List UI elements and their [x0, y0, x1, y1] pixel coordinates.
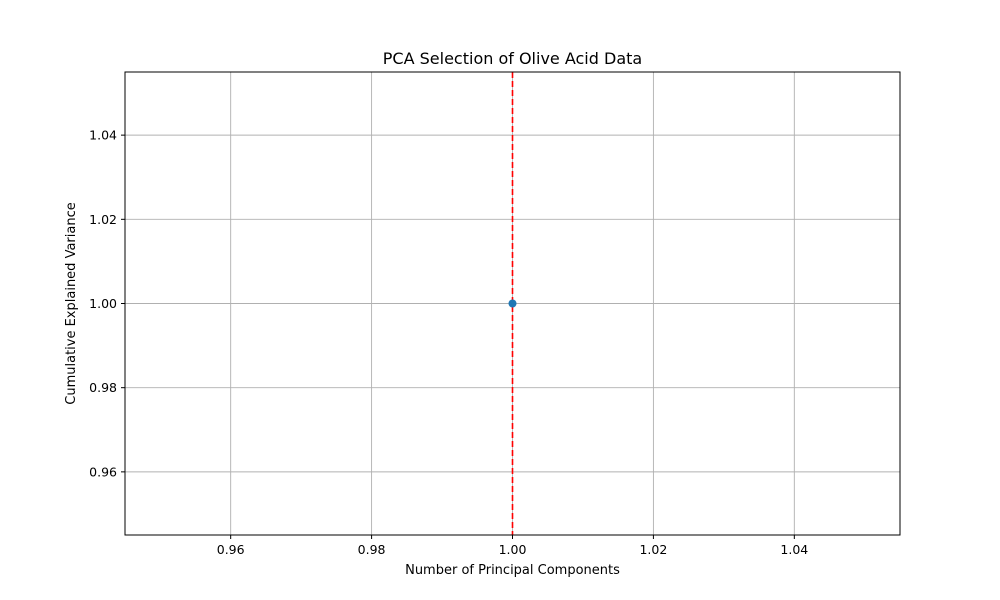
y-tick-label: 1.04: [89, 128, 117, 143]
y-tick-label: 1.02: [89, 212, 117, 227]
x-axis-label: Number of Principal Components: [405, 563, 620, 578]
data-point: [508, 299, 517, 308]
x-tick-label: 1.02: [639, 542, 667, 557]
data-series: [508, 299, 517, 308]
x-tick-label: 0.98: [358, 542, 386, 557]
y-tick-label: 0.96: [89, 464, 117, 479]
x-tick-label: 1.04: [780, 542, 808, 557]
chart-title: PCA Selection of Olive Acid Data: [383, 49, 642, 68]
y-axis-label: Cumulative Explained Variance: [64, 202, 79, 404]
y-tick-label: 1.00: [89, 296, 117, 311]
y-axis-ticks: 0.96 0.98 1.00 1.02 1.04: [89, 128, 125, 479]
x-tick-label: 1.00: [499, 542, 527, 557]
x-axis-ticks: 0.96 0.98 1.00 1.02 1.04: [217, 535, 808, 557]
y-tick-label: 0.98: [89, 380, 117, 395]
x-tick-label: 0.96: [217, 542, 245, 557]
